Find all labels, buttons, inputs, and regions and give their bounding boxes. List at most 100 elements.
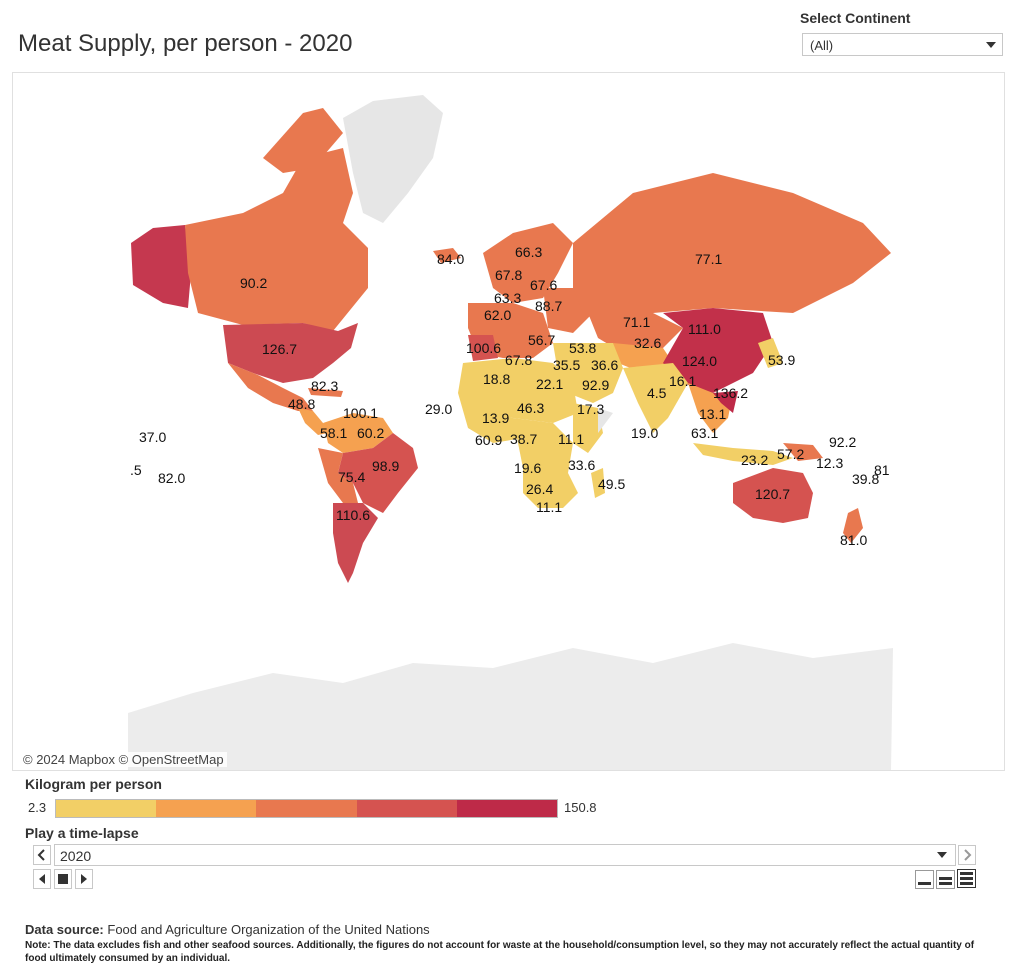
map-value-label: 124.0 bbox=[682, 353, 718, 369]
map-value-label: 16.1 bbox=[669, 373, 697, 389]
next-year-button[interactable] bbox=[958, 845, 976, 865]
note-label: Note: bbox=[25, 940, 51, 951]
chevron-left-icon bbox=[37, 849, 45, 861]
legend-swatch bbox=[156, 800, 257, 817]
map-value-label: 62.0 bbox=[484, 307, 512, 323]
map-value-label: 17.3 bbox=[577, 401, 605, 417]
map-value-label: 56.7 bbox=[528, 332, 556, 348]
brazil-region bbox=[338, 433, 418, 513]
chevron-down-icon[interactable] bbox=[935, 845, 949, 865]
map-value-label: 60.2 bbox=[357, 425, 385, 441]
map-value-label: 92.2 bbox=[829, 434, 857, 450]
map-value-label: 63.3 bbox=[494, 290, 522, 306]
continent-select-value: (All) bbox=[810, 38, 834, 53]
map-value-label: 81 bbox=[874, 462, 890, 478]
legend-color-bar bbox=[55, 799, 558, 818]
map-value-label: 48.8 bbox=[288, 396, 316, 412]
indonesia-region bbox=[693, 443, 793, 465]
map-value-label: 38.7 bbox=[510, 431, 538, 447]
map-value-label: 29.0 bbox=[425, 401, 453, 417]
new-zealand-region bbox=[843, 508, 863, 543]
usa-region bbox=[223, 323, 358, 383]
map-value-label: 75.4 bbox=[338, 469, 366, 485]
russia-region bbox=[573, 173, 891, 318]
central-africa-region bbox=[513, 418, 573, 483]
speed-fast-button[interactable] bbox=[957, 869, 976, 888]
map-value-label: 60.9 bbox=[475, 432, 503, 448]
play-forward-button[interactable] bbox=[75, 869, 93, 889]
speed-medium-button[interactable] bbox=[936, 870, 955, 889]
world-map[interactable]: 90.2 126.7 82.3 48.8 100.1 58.1 60.2 98.9 75.4 11… bbox=[12, 72, 1005, 771]
map-value-label: 136.2 bbox=[713, 385, 749, 401]
map-value-label: 58.1 bbox=[320, 425, 348, 441]
map-value-label: 77.1 bbox=[695, 251, 723, 267]
mongolia-china-region bbox=[663, 308, 773, 393]
map-value-label: 120.7 bbox=[755, 486, 791, 502]
map-value-label: 26.4 bbox=[526, 481, 554, 497]
year-select[interactable]: 2020 bbox=[54, 844, 956, 866]
stop-button[interactable] bbox=[54, 869, 72, 889]
speed-slow-button[interactable] bbox=[915, 870, 934, 889]
map-value-label: 66.3 bbox=[515, 244, 543, 260]
map-value-label: 67.8 bbox=[505, 352, 533, 368]
legend-swatch bbox=[456, 800, 558, 817]
play-backward-icon bbox=[39, 874, 45, 884]
map-value-label: 111.0 bbox=[688, 321, 721, 337]
legend-swatch bbox=[256, 800, 357, 817]
chevron-right-icon bbox=[964, 849, 972, 861]
map-value-label: 67.8 bbox=[495, 267, 523, 283]
map-value-label: 49.5 bbox=[598, 476, 626, 492]
chevron-down-icon[interactable] bbox=[980, 34, 1002, 55]
play-backward-button[interactable] bbox=[33, 869, 51, 889]
map-value-label: 39.8 bbox=[852, 471, 880, 487]
note-text: The data excludes fish and other seafood… bbox=[25, 940, 975, 964]
cuba-region bbox=[308, 388, 343, 397]
map-value-label: 100.6 bbox=[466, 340, 502, 356]
canadian-arctic-region bbox=[263, 108, 343, 173]
speed-fast-icon bbox=[960, 872, 973, 885]
page-title: Meat Supply, per person - 2020 bbox=[18, 30, 353, 57]
india-region bbox=[623, 363, 688, 433]
map-value-label: 53.9 bbox=[768, 352, 796, 368]
map-value-label: 35.5 bbox=[553, 357, 581, 373]
map-value-label: 88.7 bbox=[535, 298, 563, 314]
timelapse-title: Play a time-lapse bbox=[25, 825, 139, 841]
southern-africa-region bbox=[523, 468, 578, 508]
map-value-label: 82.0 bbox=[158, 470, 186, 486]
png-region bbox=[783, 443, 823, 461]
continent-select[interactable]: (All) bbox=[802, 33, 1003, 56]
speed-medium-icon bbox=[939, 877, 952, 885]
madagascar-region bbox=[591, 468, 605, 498]
map-value-label: 82.3 bbox=[311, 378, 339, 394]
continent-filter-label: Select Continent bbox=[800, 10, 911, 26]
map-value-label: 11.1 bbox=[558, 431, 585, 447]
data-source-text: Food and Agriculture Organization of the… bbox=[107, 922, 430, 937]
map-value-label: 33.6 bbox=[568, 457, 596, 473]
west-africa-region bbox=[458, 393, 523, 443]
map-value-label: 23.2 bbox=[741, 452, 769, 468]
data-source: Data source: Food and Agriculture Organi… bbox=[25, 922, 430, 937]
map-value-label: 90.2 bbox=[240, 275, 268, 291]
map-value-label: 4.5 bbox=[647, 385, 667, 401]
north-africa-region bbox=[458, 358, 578, 423]
argentina-region bbox=[333, 503, 378, 583]
play-forward-icon bbox=[81, 874, 87, 884]
map-value-label: 84.0 bbox=[437, 251, 465, 267]
legend-max: 150.8 bbox=[564, 800, 597, 815]
alaska-region bbox=[131, 225, 191, 308]
japan-korea-region bbox=[758, 338, 783, 368]
map-attribution[interactable]: © 2024 Mapbox © OpenStreetMap bbox=[20, 752, 227, 767]
map-value-label: 98.9 bbox=[372, 458, 400, 474]
legend-swatch bbox=[56, 800, 157, 817]
map-value-label: 67.6 bbox=[530, 277, 558, 293]
map-value-label: 100.1 bbox=[343, 405, 379, 421]
canada-region bbox=[185, 148, 368, 331]
mexico-region bbox=[228, 363, 313, 411]
map-value-label: 126.7 bbox=[262, 341, 298, 357]
legend-title: Kilogram per person bbox=[25, 776, 162, 792]
prev-year-button[interactable] bbox=[33, 845, 51, 865]
footnote: Note: The data excludes fish and other s… bbox=[25, 939, 985, 965]
speed-slow-icon bbox=[918, 882, 931, 885]
east-africa-region bbox=[573, 403, 603, 453]
stop-icon bbox=[58, 874, 68, 884]
